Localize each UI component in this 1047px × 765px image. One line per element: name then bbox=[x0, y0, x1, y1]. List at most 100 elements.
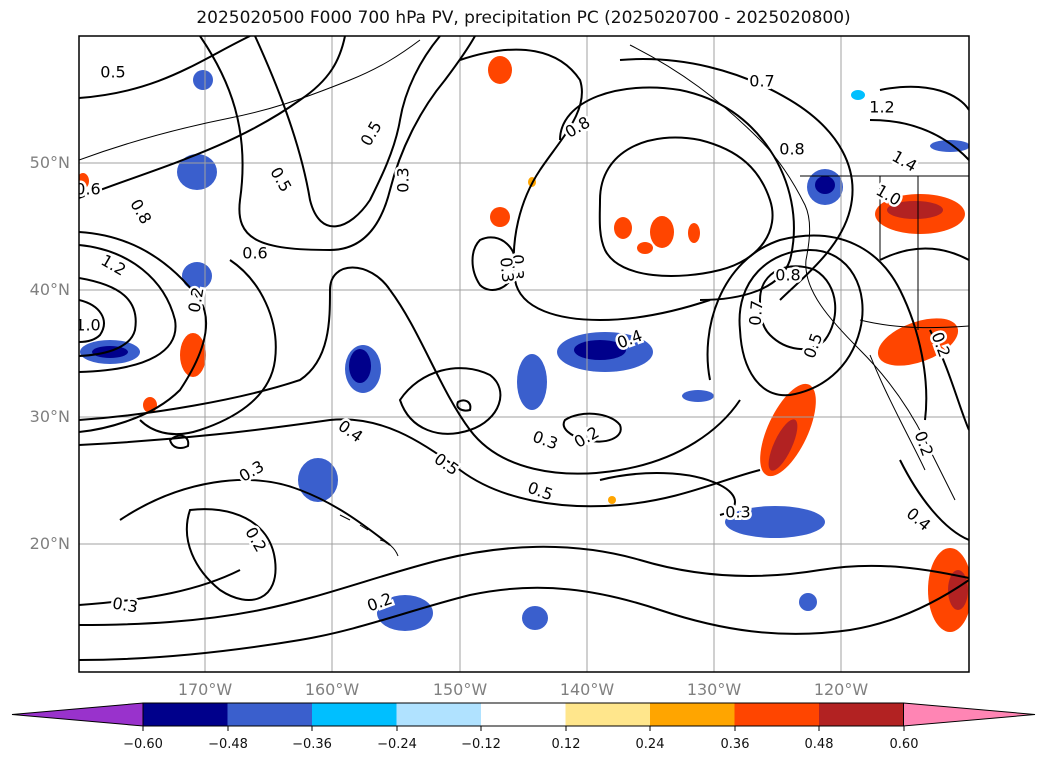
pv-contour bbox=[79, 299, 105, 343]
contour-label: 0.8 bbox=[779, 140, 804, 159]
pv-contour bbox=[758, 265, 837, 351]
pv-contour bbox=[79, 244, 177, 373]
colorbar-ticks bbox=[142, 726, 905, 731]
precip-area bbox=[948, 570, 968, 610]
figure-title: 2025020500 F000 700 hPa PV, precipitatio… bbox=[196, 8, 851, 28]
colorbar-segments bbox=[11, 702, 1036, 727]
contour-label: 0.6 bbox=[75, 180, 100, 199]
contour-label-halo: 0.3 bbox=[509, 254, 528, 279]
contour-label: 0.8 bbox=[126, 196, 155, 228]
precip-area bbox=[517, 354, 547, 410]
pv-contour bbox=[929, 329, 969, 431]
pv-contour bbox=[598, 136, 774, 277]
precip-area bbox=[815, 176, 835, 194]
pv-contour bbox=[79, 569, 241, 606]
precip-area bbox=[637, 242, 653, 254]
contour-label: 0.2 bbox=[911, 428, 938, 458]
pv-contour bbox=[79, 418, 761, 508]
contour-label: 0.6 bbox=[242, 244, 267, 263]
pv-contour bbox=[459, 48, 711, 322]
colorbar-tick-label: −0.36 bbox=[292, 737, 332, 752]
border-us-mexico bbox=[859, 319, 969, 329]
lat-label-50N: 50°N bbox=[29, 153, 70, 172]
pv-contour bbox=[79, 579, 969, 661]
pv-contour bbox=[879, 85, 969, 111]
contour-label: 0.3 bbox=[725, 503, 750, 522]
colorbar-tick-label: 0.24 bbox=[635, 737, 665, 752]
colorbar-segment bbox=[312, 703, 397, 726]
colorbar-segment bbox=[650, 703, 735, 726]
pv-contour bbox=[168, 434, 190, 449]
contour-label: 0.3 bbox=[509, 254, 528, 279]
lon-label-150W: 150°W bbox=[432, 680, 488, 699]
pv-contour bbox=[139, 259, 277, 436]
contour-label: 0.8 bbox=[562, 113, 594, 142]
contour-label-halo: 0.5 bbox=[100, 63, 125, 82]
colorbar-tick-label: 0.12 bbox=[551, 737, 581, 752]
pv-contour bbox=[562, 412, 622, 443]
lon-label-160W: 160°W bbox=[304, 680, 360, 699]
colorbar-tick-label: 0.48 bbox=[804, 737, 834, 752]
precip-area bbox=[79, 173, 89, 189]
colorbar-extend-max bbox=[903, 702, 1036, 727]
contour-label-halo: 0.7 bbox=[749, 72, 774, 91]
contour-label-halo: 0.2 bbox=[184, 286, 207, 314]
pv-contour bbox=[619, 58, 854, 301]
pv-contour bbox=[456, 399, 472, 412]
pv-contour bbox=[559, 86, 795, 301]
graticule bbox=[79, 36, 969, 672]
border-state bbox=[879, 176, 919, 330]
pv-contour bbox=[254, 36, 441, 228]
precip-area bbox=[650, 216, 674, 248]
contour-labels: 0.50.50.60.60.80.81.21.21.01.00.50.50.60… bbox=[75, 60, 957, 619]
map-content: 0.50.50.60.60.80.81.21.21.01.00.50.50.60… bbox=[75, 36, 969, 672]
precip-area bbox=[768, 419, 798, 471]
pv-contour bbox=[79, 36, 251, 99]
precip-area bbox=[688, 223, 700, 243]
pv-contour bbox=[185, 508, 277, 601]
precip-area bbox=[488, 56, 512, 84]
pv-contour bbox=[79, 277, 137, 357]
pv-contour bbox=[199, 36, 476, 252]
contour-label-halo: 0.3 bbox=[394, 167, 413, 192]
pv-contour bbox=[79, 36, 346, 199]
pv-contour bbox=[869, 119, 969, 161]
colorbar-segment bbox=[396, 703, 482, 726]
precip-area bbox=[930, 140, 969, 152]
colorbar bbox=[11, 702, 1036, 731]
precip-area bbox=[490, 207, 510, 227]
colorbar-segment bbox=[565, 703, 651, 726]
contour-label: 1.2 bbox=[98, 251, 130, 280]
precip-area bbox=[522, 606, 548, 630]
pv-contour bbox=[119, 479, 391, 546]
colorbar-segment bbox=[734, 703, 820, 726]
colorbar-segment bbox=[143, 703, 228, 726]
hawaii-islands bbox=[339, 514, 399, 557]
colorbar-tick-label: −0.12 bbox=[461, 737, 501, 752]
contour-label: 0.5 bbox=[100, 63, 125, 82]
lat-label-20N: 20°N bbox=[29, 534, 70, 553]
contour-label: 0.2 bbox=[571, 423, 603, 452]
pv-contour bbox=[599, 472, 736, 516]
contour-label: 0.5 bbox=[357, 118, 386, 150]
coastlines bbox=[79, 39, 969, 557]
precip-area bbox=[682, 390, 714, 402]
contour-label: 0.7 bbox=[745, 299, 766, 326]
contour-label-halo: 1.2 bbox=[869, 98, 894, 117]
precip-area bbox=[614, 217, 632, 239]
precip-area bbox=[180, 333, 206, 377]
coastline-baja bbox=[869, 354, 926, 471]
contour-label: 0.7 bbox=[749, 72, 774, 91]
precip-area bbox=[349, 349, 371, 383]
precip-area bbox=[725, 506, 825, 538]
colorbar-segment bbox=[227, 703, 313, 726]
precip-area bbox=[193, 70, 213, 90]
colorbar-extend-min bbox=[11, 702, 144, 727]
colorbar-segment bbox=[481, 703, 566, 726]
map-frame bbox=[78, 35, 970, 673]
contour-label-halo: 0.8 bbox=[779, 140, 804, 159]
precip-area bbox=[887, 201, 943, 219]
precip-area bbox=[799, 593, 817, 611]
pv-contours bbox=[79, 36, 969, 661]
